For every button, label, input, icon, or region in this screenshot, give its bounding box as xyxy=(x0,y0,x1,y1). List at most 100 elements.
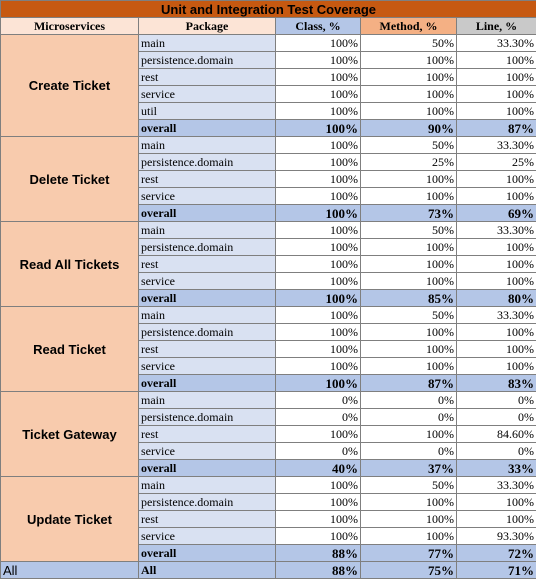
overall-line: 87% xyxy=(455,119,536,137)
package-cell: util xyxy=(138,102,276,120)
overall-method: 85% xyxy=(360,289,457,307)
line-cell: 100% xyxy=(455,493,536,511)
class-cell: 100% xyxy=(275,340,361,358)
class-cell: 100% xyxy=(275,51,361,69)
package-cell: rest xyxy=(138,170,276,188)
overall-label: overall xyxy=(138,459,276,477)
overall-class: 100% xyxy=(275,374,361,392)
method-cell: 100% xyxy=(360,255,457,273)
method-cell: 100% xyxy=(360,68,457,86)
package-cell: main xyxy=(138,391,276,409)
class-cell: 100% xyxy=(275,357,361,375)
package-cell: rest xyxy=(138,68,276,86)
header-microservices: Microservices xyxy=(0,17,139,35)
package-cell: service xyxy=(138,272,276,290)
line-cell: 33.30% xyxy=(455,136,536,154)
microservice-name: Read Ticket xyxy=(0,306,139,392)
method-cell: 100% xyxy=(360,238,457,256)
line-cell: 100% xyxy=(455,510,536,528)
class-cell: 100% xyxy=(275,85,361,103)
table-row: persistence.domain 100% 100% 100% xyxy=(1,238,536,256)
class-cell: 100% xyxy=(275,255,361,273)
overall-line: 72% xyxy=(455,544,536,562)
line-cell: 0% xyxy=(455,391,536,409)
line-cell: 33.30% xyxy=(455,306,536,324)
package-cell: rest xyxy=(138,510,276,528)
overall-row: overall 100% 73% 69% xyxy=(1,204,536,222)
table-row: service 100% 100% 93.30% xyxy=(1,527,536,545)
line-cell: 100% xyxy=(455,187,536,205)
line-cell: 0% xyxy=(455,408,536,426)
microservice-name: Delete Ticket xyxy=(0,136,139,222)
table-row: rest 100% 100% 100% xyxy=(1,255,536,273)
microservice-name: Read All Tickets xyxy=(0,221,139,307)
overall-method: 37% xyxy=(360,459,457,477)
method-cell: 100% xyxy=(360,85,457,103)
overall-label: overall xyxy=(138,289,276,307)
header-class: Class, % xyxy=(275,17,361,35)
line-cell: 0% xyxy=(455,442,536,460)
method-cell: 50% xyxy=(360,34,457,52)
overall-method: 87% xyxy=(360,374,457,392)
table-row: service 0% 0% 0% xyxy=(1,442,536,460)
overall-row: overall 88% 77% 72% xyxy=(1,544,536,562)
method-cell: 100% xyxy=(360,272,457,290)
total-package: All xyxy=(138,561,276,579)
package-cell: rest xyxy=(138,340,276,358)
package-cell: rest xyxy=(138,425,276,443)
method-cell: 0% xyxy=(360,442,457,460)
table-row: persistence.domain 100% 100% 100% xyxy=(1,51,536,69)
method-cell: 50% xyxy=(360,476,457,494)
package-cell: main xyxy=(138,221,276,239)
class-cell: 100% xyxy=(275,187,361,205)
line-cell: 100% xyxy=(455,85,536,103)
table-row: rest 100% 100% 84.60% xyxy=(1,425,536,443)
line-cell: 100% xyxy=(455,255,536,273)
overall-line: 80% xyxy=(455,289,536,307)
class-cell: 100% xyxy=(275,221,361,239)
overall-class: 100% xyxy=(275,204,361,222)
method-cell: 100% xyxy=(360,340,457,358)
overall-label: overall xyxy=(138,374,276,392)
overall-line: 83% xyxy=(455,374,536,392)
package-cell: persistence.domain xyxy=(138,51,276,69)
method-cell: 100% xyxy=(360,323,457,341)
header-row: Microservices Package Class, % Method, %… xyxy=(0,17,536,35)
overall-row: overall 100% 90% 87% xyxy=(1,119,536,137)
line-cell: 33.30% xyxy=(455,221,536,239)
overall-method: 77% xyxy=(360,544,457,562)
overall-label: overall xyxy=(138,119,276,137)
header-line: Line, % xyxy=(455,17,536,35)
line-cell: 100% xyxy=(455,340,536,358)
line-cell: 33.30% xyxy=(455,34,536,52)
total-line: 71% xyxy=(455,561,536,579)
class-cell: 100% xyxy=(275,306,361,324)
package-cell: service xyxy=(138,442,276,460)
table-row: rest 100% 100% 100% xyxy=(1,340,536,358)
line-cell: 100% xyxy=(455,357,536,375)
class-cell: 100% xyxy=(275,510,361,528)
table-row: util 100% 100% 100% xyxy=(1,102,536,120)
package-cell: service xyxy=(138,85,276,103)
method-cell: 50% xyxy=(360,221,457,239)
method-cell: 100% xyxy=(360,425,457,443)
table-row: rest 100% 100% 100% xyxy=(1,170,536,188)
table-row: persistence.domain 100% 100% 100% xyxy=(1,323,536,341)
class-cell: 100% xyxy=(275,102,361,120)
method-cell: 50% xyxy=(360,306,457,324)
overall-method: 90% xyxy=(360,119,457,137)
microservice-name: Ticket Gateway xyxy=(0,391,139,477)
package-cell: persistence.domain xyxy=(138,408,276,426)
table-row: service 100% 100% 100% xyxy=(1,187,536,205)
overall-line: 69% xyxy=(455,204,536,222)
table-row: persistence.domain 0% 0% 0% xyxy=(1,408,536,426)
package-cell: persistence.domain xyxy=(138,493,276,511)
class-cell: 100% xyxy=(275,153,361,171)
table-row: Read Ticket main 100% 50% 33.30% xyxy=(0,306,536,392)
line-cell: 84.60% xyxy=(455,425,536,443)
package-cell: service xyxy=(138,357,276,375)
table-row: Delete Ticket main 100% 50% 33.30% xyxy=(0,136,536,222)
package-cell: main xyxy=(138,306,276,324)
microservice-name: Update Ticket xyxy=(0,476,139,562)
class-cell: 100% xyxy=(275,527,361,545)
